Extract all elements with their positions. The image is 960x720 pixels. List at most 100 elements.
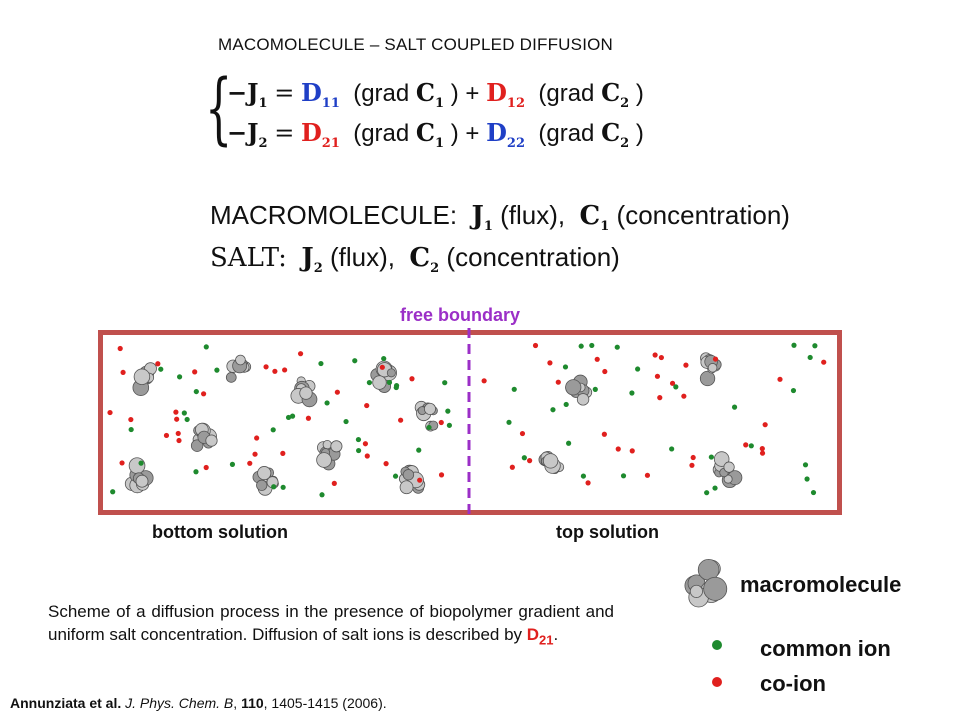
common-ion-dot — [356, 447, 362, 454]
equation-line-1: −J1 = D11 (grad C1 ) + D12 (grad C2 ) — [227, 78, 644, 111]
salt-label: SALT: — [210, 243, 287, 274]
left-brace: { — [205, 64, 233, 154]
plus-sign: ) + — [450, 120, 480, 147]
common-ion-dot — [562, 364, 569, 370]
co-ion-dot — [280, 450, 286, 456]
common-ion-dot — [550, 407, 556, 413]
equation-system: { −J1 = D11 (grad C1 ) + D12 (grad C2 ) … — [205, 70, 675, 154]
co-ion-dot — [364, 402, 370, 409]
salt-flux-symbol: J2 — [301, 243, 323, 277]
macromolecule-icon — [684, 558, 728, 608]
co-ion-dot — [364, 453, 370, 459]
macromolecule-icon — [124, 457, 154, 494]
co-ion-dot — [615, 446, 621, 452]
common-ion-dot — [578, 343, 584, 349]
coefficient-d11: D11 — [300, 78, 340, 111]
grad-term: (grad — [538, 120, 595, 147]
common-ion-dot — [614, 344, 620, 350]
co-ion-dot — [192, 369, 198, 375]
common-ion-dot — [386, 379, 393, 386]
diagram-title: MACOMOLECULE – SALT COUPLED DIFFUSION — [218, 35, 614, 54]
legend-icons — [684, 558, 728, 687]
macromolecule-icon — [316, 439, 343, 471]
co-ion-dot — [383, 461, 389, 467]
equals-sign: = — [274, 119, 295, 147]
common-ion-dot — [271, 484, 277, 490]
co-ion-dot — [629, 448, 635, 454]
co-ion-dot — [120, 369, 126, 376]
common-ion-dot — [802, 462, 809, 468]
co-ion-dot — [117, 345, 123, 352]
common-ion-dot — [381, 355, 387, 362]
co-ion-dot — [128, 416, 134, 423]
common-ion-dot — [669, 446, 675, 452]
co-ion-dot — [777, 376, 783, 382]
reference: Annunziata et al. J. Phys. Chem. B, 110,… — [10, 695, 387, 711]
common-ion-dot — [748, 443, 754, 449]
co-ion-dot — [174, 416, 180, 422]
common-ion-dot — [158, 366, 164, 372]
concentration-term: C1 — [415, 118, 445, 151]
common-ion-dot — [620, 473, 627, 479]
common-ion-dot — [352, 358, 358, 364]
legend-common-ion-label: common ion — [760, 636, 891, 661]
macro-label: MACROMOLECULE: — [210, 200, 458, 230]
legend-macromolecule-label: macromolecule — [740, 572, 902, 597]
common-ion-dot — [810, 489, 817, 496]
common-ion-dot — [673, 384, 679, 390]
coefficient-d22: D22 — [486, 118, 526, 151]
co-ion-dot — [173, 409, 179, 415]
co-ion-dot — [398, 417, 404, 423]
co-ion-dot — [594, 356, 600, 362]
top-solution-label: top solution — [556, 522, 659, 542]
common-ion-dot — [589, 342, 595, 349]
co-ion-dot — [759, 450, 766, 456]
figure-caption: Scheme of a diffusion process in the pre… — [48, 600, 614, 651]
co-ion-dot — [527, 458, 533, 464]
co-ion-dot — [683, 362, 689, 368]
macromolecule-icon — [190, 422, 218, 452]
reference-volume: 110 — [241, 695, 264, 711]
co-ion-dot — [555, 379, 561, 385]
co-ion-dot — [657, 395, 663, 401]
reference-authors: Annunziata et al. — [10, 695, 122, 711]
plus-sign: ) + — [450, 80, 480, 107]
ion-group — [107, 342, 827, 498]
common-ion-dot — [445, 408, 451, 414]
common-ion-dot — [318, 360, 324, 367]
common-ion-dot — [319, 492, 325, 498]
co-ion-dot — [155, 361, 161, 367]
close-paren: ) — [635, 80, 644, 107]
co-ion-dot — [252, 451, 258, 457]
macromolecule-icon — [370, 360, 398, 393]
common-ion-dot — [442, 380, 448, 386]
co-ion-dot — [652, 352, 658, 358]
equals-sign: = — [274, 79, 295, 107]
reference-pages: , 1405-1415 (2006). — [263, 695, 387, 711]
co-ion-dot — [176, 437, 182, 444]
common-ion-dot — [280, 484, 286, 490]
co-ion-dot — [759, 446, 765, 452]
legend-co-ion-dot — [712, 677, 722, 687]
co-ion-dot — [200, 391, 207, 397]
common-ion-dot — [566, 440, 572, 446]
bottom-solution-label: bottom solution — [152, 522, 288, 542]
common-ion-dot — [138, 460, 144, 466]
co-ion-dot — [163, 432, 170, 439]
common-ion-dot — [790, 387, 797, 394]
common-ion-dot — [343, 418, 349, 425]
co-ion-dot — [438, 419, 444, 426]
concentration-term: C1 — [415, 78, 445, 111]
co-ion-dot — [658, 354, 664, 361]
equation-line-2: −J2 = D21 (grad C1 ) + D22 (grad C2 ) — [227, 118, 644, 151]
co-ion-dot — [519, 430, 526, 437]
co-ion-dot — [263, 364, 269, 370]
co-ion-dot — [712, 356, 719, 362]
co-ion-dot — [743, 442, 749, 448]
common-ion-dot — [804, 476, 810, 482]
macromolecule-icon — [699, 352, 722, 387]
caption-coefficient: D21 — [526, 625, 554, 648]
free-boundary-label: free boundary — [400, 305, 521, 325]
macro-conc-text: (concentration) — [616, 200, 790, 230]
